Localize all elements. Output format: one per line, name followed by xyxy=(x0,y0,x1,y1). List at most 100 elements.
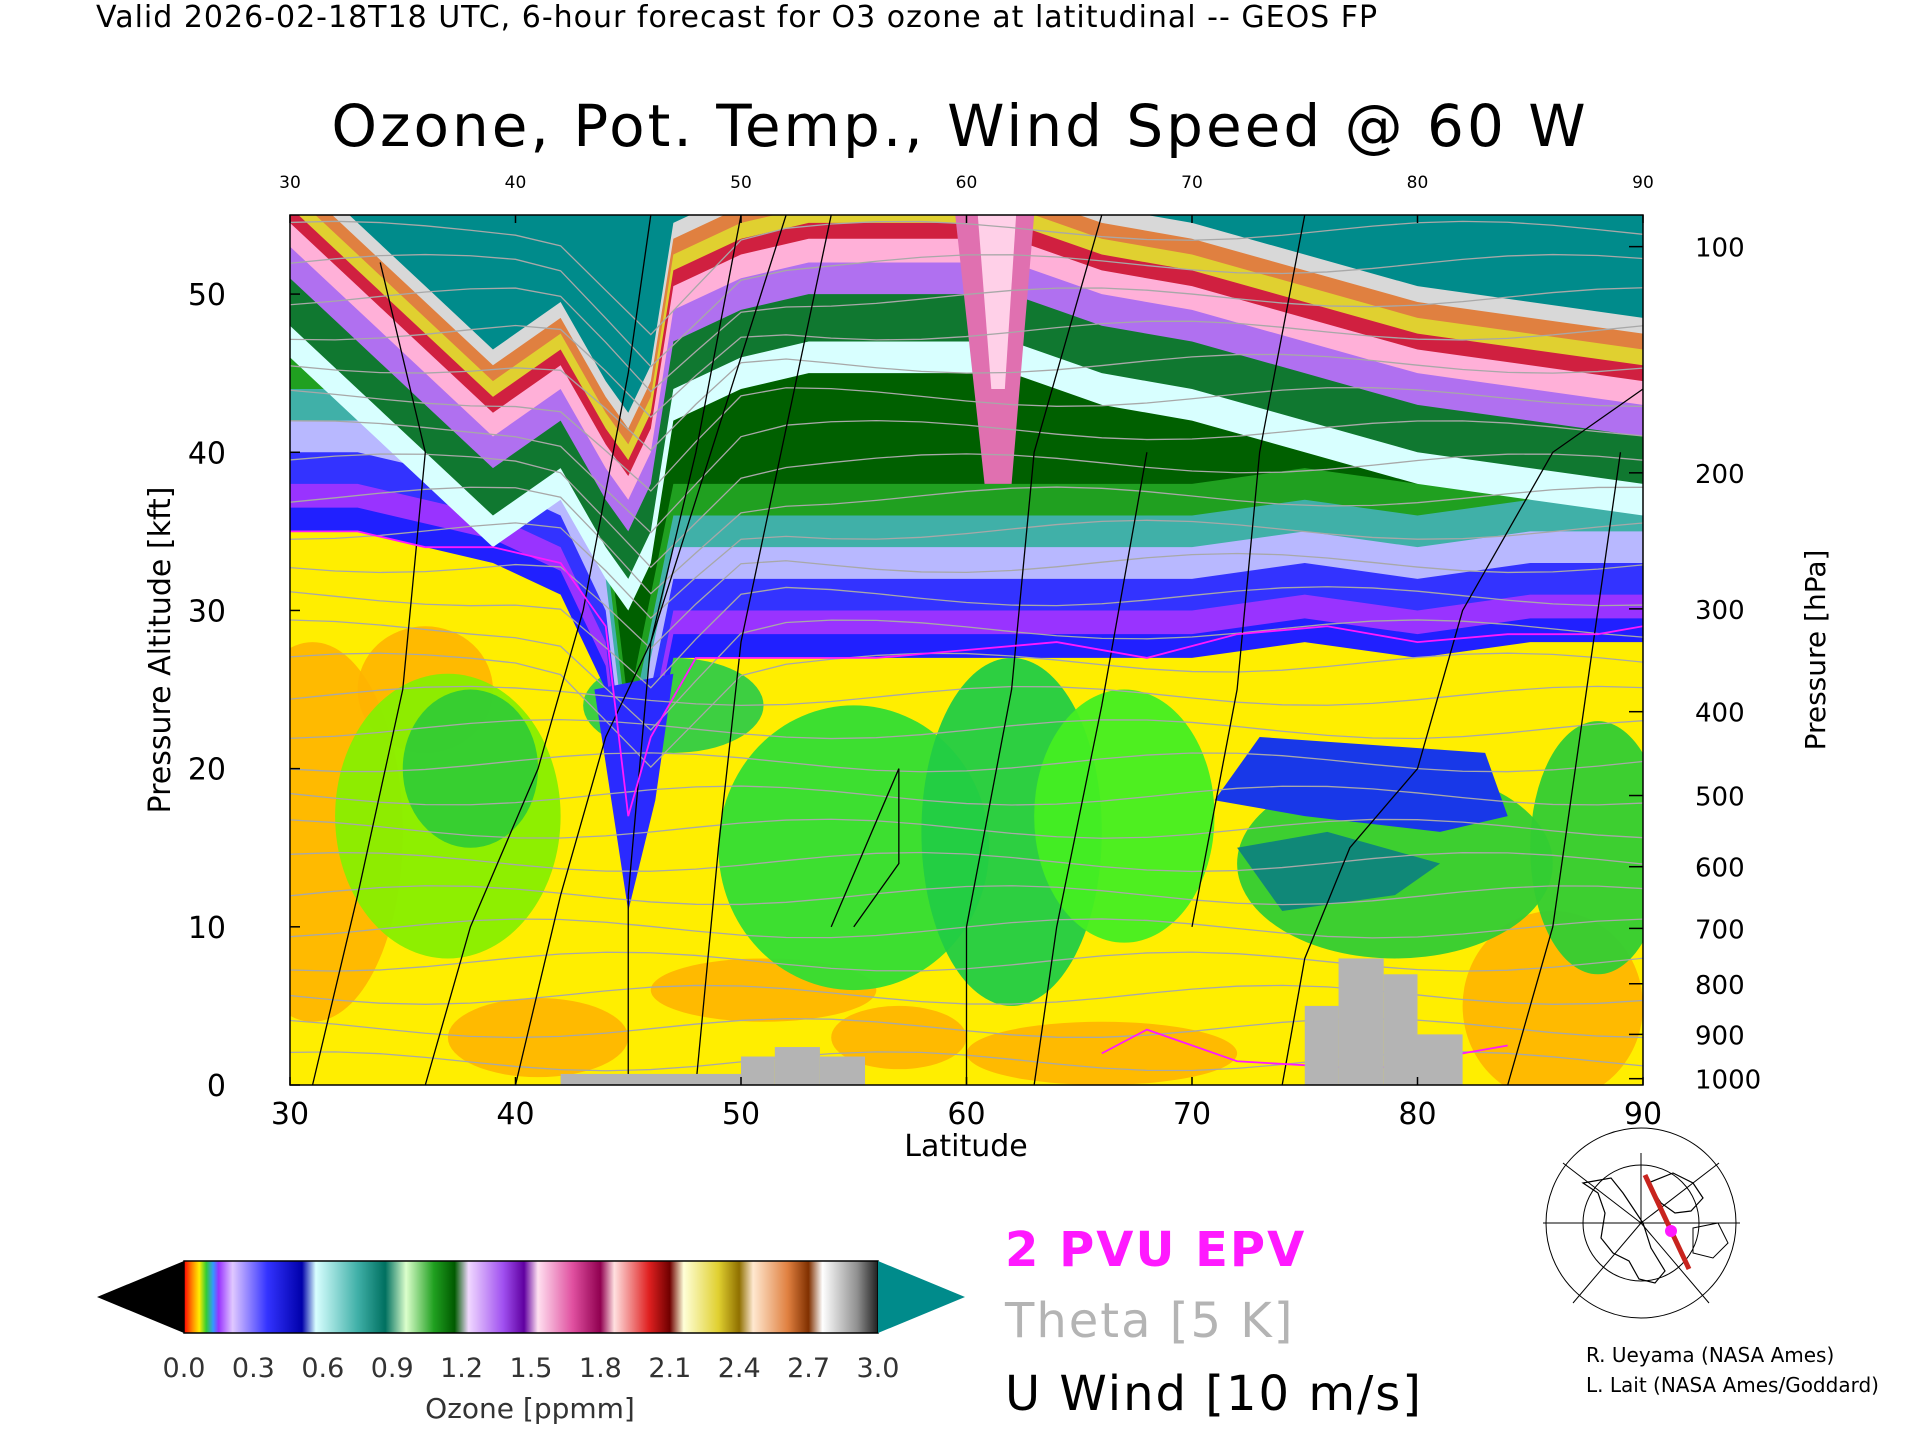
colorbar-tick-label: 1.8 xyxy=(579,1353,622,1384)
x-tick-label: 30 xyxy=(271,1097,309,1132)
u-wind-contour xyxy=(1191,215,1306,927)
ozone-mid-patch xyxy=(718,705,990,991)
topography-block xyxy=(741,1056,775,1085)
u-wind-contour xyxy=(1507,452,1622,1085)
colorbar-under-arrow xyxy=(97,1261,184,1333)
map-marker xyxy=(1665,1225,1677,1237)
u-wind-contour xyxy=(424,215,652,1085)
pressure-tick-label: 300 xyxy=(1695,596,1745,626)
x-tick-label: 80 xyxy=(1398,1097,1436,1132)
map-coastline xyxy=(1647,1172,1704,1214)
x-tick-label: 40 xyxy=(496,1097,534,1132)
cross-section-path xyxy=(1642,1173,1692,1271)
theta-contour xyxy=(290,718,1643,740)
pressure-tick-label: 600 xyxy=(1695,854,1745,884)
y-tick-label: 40 xyxy=(188,436,226,471)
u-wind-contour xyxy=(965,215,1103,1085)
theta-contour xyxy=(290,851,1643,873)
u-wind-contour xyxy=(830,768,900,928)
x-axis-label: Latitude xyxy=(904,1129,1027,1164)
x-tick-label: 90 xyxy=(1624,1097,1662,1132)
colorbar-tick-label: 2.4 xyxy=(718,1353,761,1384)
x-tick-label-top: 60 xyxy=(956,173,978,193)
u-wind-contour xyxy=(1033,452,1148,1085)
u-wind-contour xyxy=(1281,388,1643,1085)
theta-contour xyxy=(290,486,1643,595)
legend-epv: 2 PVU EPV xyxy=(1005,1222,1307,1278)
x-tick-label: 60 xyxy=(947,1097,985,1132)
colorbar-tick-label: 3.0 xyxy=(857,1353,900,1384)
y-tick-label: 50 xyxy=(188,278,226,313)
credit-line-2: L. Lait (NASA Ames/Goddard) xyxy=(1586,1373,1879,1397)
colorbar-label: Ozone [ppmm] xyxy=(425,1392,635,1425)
theta-contour xyxy=(290,253,1643,368)
theta-contour xyxy=(290,419,1643,534)
theta-contour xyxy=(290,287,1643,393)
header-caption: Valid 2026-02-18T18 UTC, 6-hour forecast… xyxy=(96,0,1379,35)
y-tick-label: 0 xyxy=(207,1069,226,1104)
pressure-tick-label: 500 xyxy=(1695,783,1745,813)
colorbar-tick-label: 0.6 xyxy=(301,1353,344,1384)
colorbar-tick-label: 0.9 xyxy=(371,1353,414,1384)
colorbar-gradient xyxy=(183,1260,879,1334)
locator-map xyxy=(1543,1127,1740,1319)
theta-contour xyxy=(290,818,1643,839)
topography-block xyxy=(1383,974,1418,1085)
theta-contour xyxy=(290,519,1643,619)
u-wind-contour xyxy=(514,215,742,1085)
theta-contour xyxy=(290,619,1643,731)
u-wind-contour xyxy=(627,215,787,1085)
theta-contour xyxy=(290,685,1643,706)
colorbar-tick-label: 0.0 xyxy=(163,1353,206,1384)
ozone-arctic-teal xyxy=(1237,831,1441,911)
legend-theta: Theta [5 K] xyxy=(1005,1293,1295,1349)
colorbar-tick-label: 1.2 xyxy=(440,1353,483,1384)
map-coastline xyxy=(1692,1222,1729,1259)
u-wind-contour xyxy=(311,262,426,1085)
theta-contour xyxy=(290,387,1643,492)
theta-contour xyxy=(290,320,1643,419)
topography-block xyxy=(1304,1005,1339,1085)
y-axis-label-right: Pressure [hPa] xyxy=(1799,550,1832,751)
ozone-fold-61n-inner xyxy=(977,215,1017,389)
credit-line-1: R. Ueyama (NASA Ames) xyxy=(1586,1343,1835,1367)
theta-contour xyxy=(290,353,1643,452)
x-tick-label-top: 30 xyxy=(279,173,301,193)
u-wind-contour xyxy=(695,215,832,1085)
x-tick-label-top: 50 xyxy=(730,173,752,193)
theta-contour xyxy=(290,785,1643,806)
topography-block xyxy=(774,1047,820,1085)
map-coastline xyxy=(1581,1177,1666,1284)
theta-contour xyxy=(290,885,1643,906)
y-axis-label-left: Pressure Altitude [kft] xyxy=(143,487,178,814)
chart-title: Ozone, Pot. Temp., Wind Speed @ 60 W xyxy=(331,92,1589,160)
ozone-mid-patch xyxy=(402,689,539,848)
ozone-band-over xyxy=(290,215,1643,413)
pressure-tick-label: 700 xyxy=(1695,915,1745,945)
topography-block xyxy=(819,1056,866,1085)
pressure-tick-label: 900 xyxy=(1695,1021,1745,1051)
topography-block xyxy=(1338,958,1384,1085)
pressure-tick-label: 1000 xyxy=(1695,1066,1761,1096)
colorbar-tick-label: 1.5 xyxy=(510,1353,553,1384)
legend-wind: U Wind [10 m/s] xyxy=(1005,1366,1424,1422)
y-tick-label: 10 xyxy=(188,911,226,946)
x-tick-label: 70 xyxy=(1173,1097,1211,1132)
colorbar-tick-label: 2.1 xyxy=(648,1353,691,1384)
ozone-arctic-low xyxy=(1214,737,1508,832)
topography-block xyxy=(1417,1034,1463,1085)
y-tick-label: 30 xyxy=(188,594,226,629)
theta-contour xyxy=(290,586,1643,689)
x-tick-label-top: 70 xyxy=(1181,173,1203,193)
y-tick-label: 20 xyxy=(188,753,226,788)
pressure-tick-label: 200 xyxy=(1695,460,1745,490)
x-tick-label-top: 40 xyxy=(505,173,527,193)
x-tick-label: 50 xyxy=(722,1097,760,1132)
colorbar-tick-label: 2.7 xyxy=(787,1353,830,1384)
theta-contour xyxy=(290,652,1643,768)
pressure-tick-label: 100 xyxy=(1695,234,1745,264)
x-tick-label-top: 90 xyxy=(1632,173,1654,193)
epv-2pvu-contour xyxy=(290,530,1643,817)
topography-block xyxy=(560,1073,741,1085)
pressure-tick-label: 800 xyxy=(1695,971,1745,1001)
